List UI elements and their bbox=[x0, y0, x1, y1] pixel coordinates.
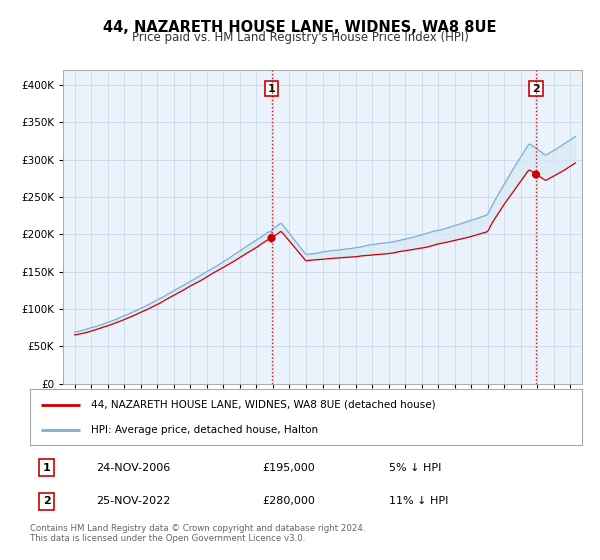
Text: £195,000: £195,000 bbox=[262, 463, 314, 473]
Text: Contains HM Land Registry data © Crown copyright and database right 2024.: Contains HM Land Registry data © Crown c… bbox=[30, 524, 365, 533]
Point bbox=[531, 170, 541, 179]
Text: 25-NOV-2022: 25-NOV-2022 bbox=[96, 496, 170, 506]
Text: HPI: Average price, detached house, Halton: HPI: Average price, detached house, Halt… bbox=[91, 424, 318, 435]
Text: £280,000: £280,000 bbox=[262, 496, 315, 506]
Text: 44, NAZARETH HOUSE LANE, WIDNES, WA8 8UE (detached house): 44, NAZARETH HOUSE LANE, WIDNES, WA8 8UE… bbox=[91, 400, 436, 410]
Text: 2: 2 bbox=[43, 496, 50, 506]
Text: 1: 1 bbox=[268, 83, 275, 94]
Text: This data is licensed under the Open Government Licence v3.0.: This data is licensed under the Open Gov… bbox=[30, 534, 305, 543]
Text: 5% ↓ HPI: 5% ↓ HPI bbox=[389, 463, 441, 473]
Text: 24-NOV-2006: 24-NOV-2006 bbox=[96, 463, 170, 473]
Text: 2: 2 bbox=[532, 83, 540, 94]
Text: 44, NAZARETH HOUSE LANE, WIDNES, WA8 8UE: 44, NAZARETH HOUSE LANE, WIDNES, WA8 8UE bbox=[103, 20, 497, 35]
Text: 11% ↓ HPI: 11% ↓ HPI bbox=[389, 496, 448, 506]
Text: Price paid vs. HM Land Registry's House Price Index (HPI): Price paid vs. HM Land Registry's House … bbox=[131, 31, 469, 44]
Text: 1: 1 bbox=[43, 463, 50, 473]
Point bbox=[267, 234, 277, 242]
